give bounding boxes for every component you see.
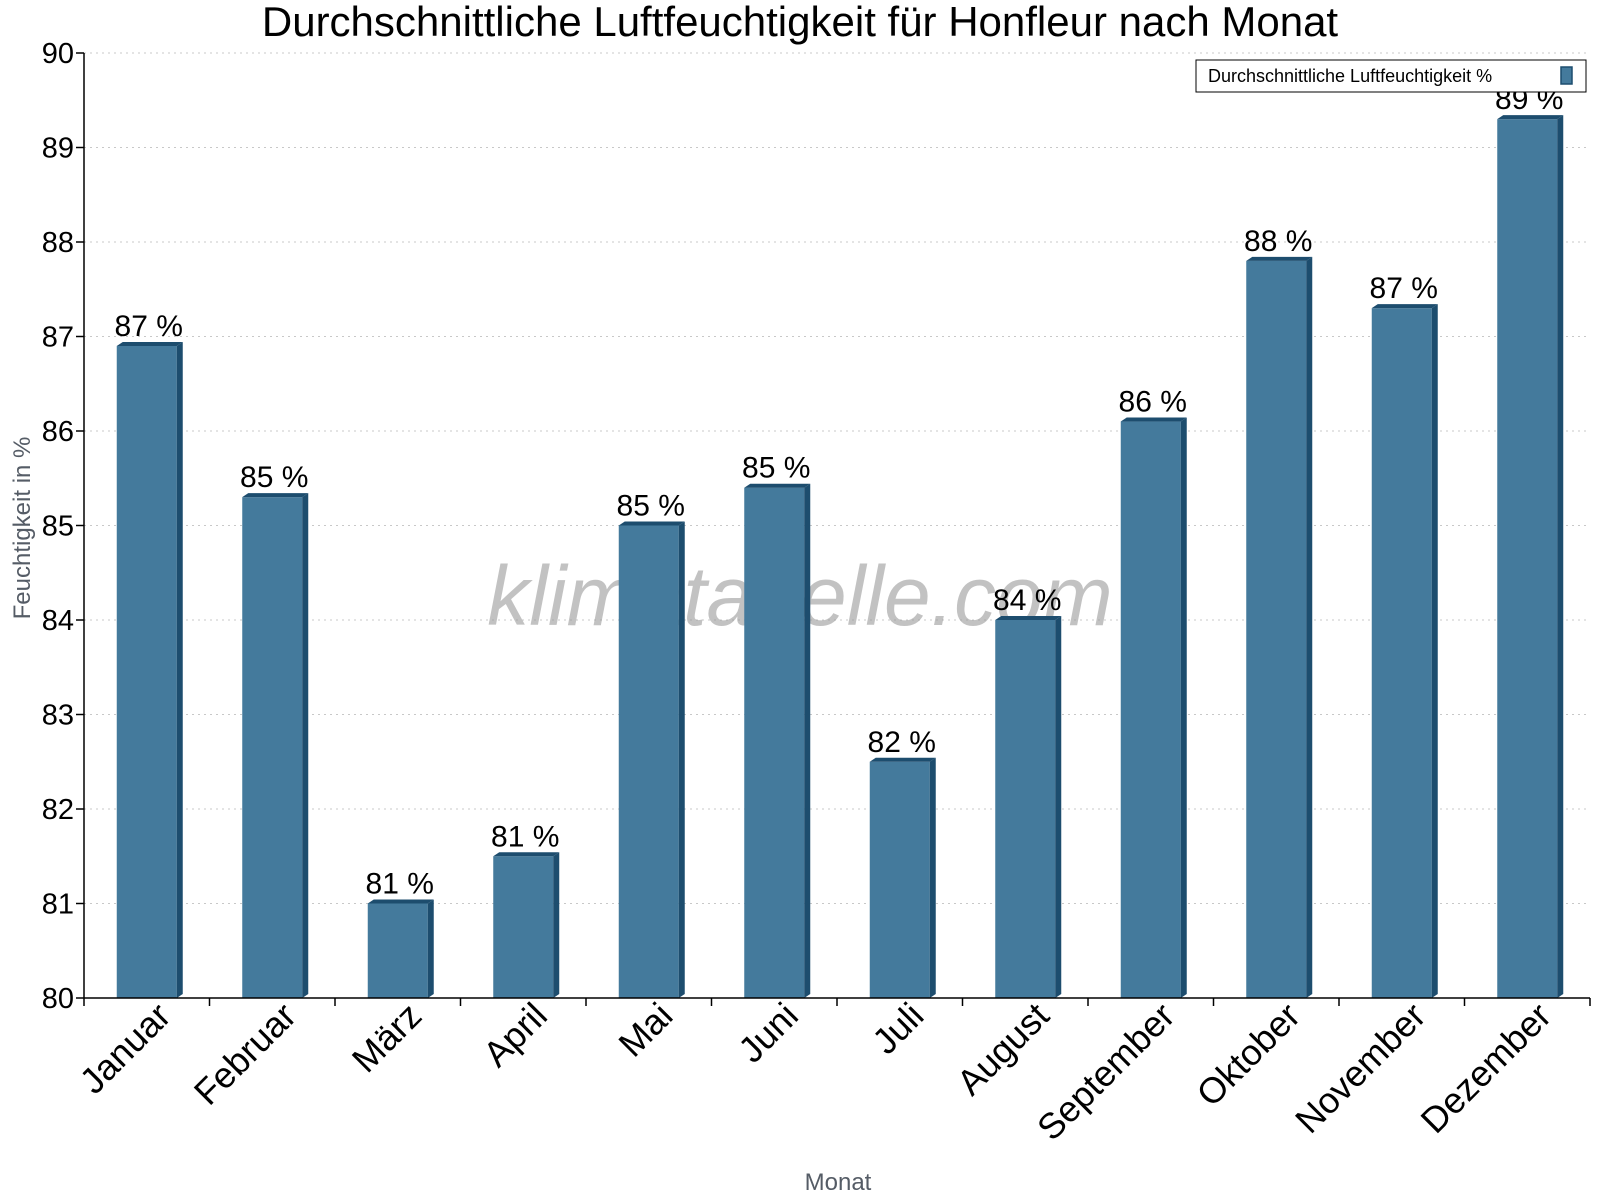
data-label: 81 % [491,820,559,853]
data-label: 85 % [617,490,685,523]
x-tick-label: August [949,995,1057,1103]
y-tick-label: 90 [42,38,74,70]
bar [242,497,303,998]
bar-top [1497,115,1564,120]
bar-top [493,852,560,857]
y-tick-label: 81 [42,889,74,921]
y-axis-title: Feuchtigkeit in % [9,437,36,620]
data-label: 87 % [115,310,183,343]
y-tick-label: 84 [42,605,74,637]
legend-swatch [1560,66,1573,85]
legend-label: Durchschnittliche Luftfeuchtigkeit % [1208,66,1492,86]
x-tick-label: November [1287,995,1433,1141]
x-tick-label: Januar [72,995,179,1102]
bar-side [302,493,309,998]
bar-side [176,341,183,998]
bar-top [995,616,1062,620]
x-tick-label: Juli [864,995,931,1062]
y-tick-label: 85 [42,511,74,543]
data-label: 88 % [1244,225,1312,258]
y-tick-label: 80 [42,983,74,1015]
data-label: 85 % [742,452,810,485]
bar-top [242,493,309,498]
legend-box [1195,59,1587,93]
bar-top [367,899,434,904]
data-label: 82 % [868,726,936,759]
data-label: 81 % [366,868,434,901]
data-label: 84 % [993,584,1061,617]
bar-side [1055,616,1062,998]
bar-top [1246,256,1313,261]
x-tick-label: Mai [610,995,680,1065]
data-label: 86 % [1119,386,1187,419]
bar [995,620,1056,998]
y-tick-label: 89 [42,133,74,165]
bar [1246,260,1307,998]
bar-top [744,483,811,488]
bar-side [678,521,685,998]
bar [367,903,428,998]
bar-top [618,521,685,526]
bar-side [1180,417,1187,998]
bar-top [869,757,936,762]
data-label: 87 % [1370,272,1438,305]
bar [869,761,930,998]
x-tick-label: April [475,995,555,1075]
bar [1120,421,1181,998]
bars [116,115,1564,998]
bar [744,487,805,998]
bar [116,345,177,998]
bar-side [427,899,434,998]
y-tick-label: 87 [42,322,74,354]
x-tick-label: September [1029,995,1183,1149]
legend: Durchschnittliche Luftfeuchtigkeit % [1195,59,1587,93]
bar-side [1431,304,1438,998]
bar-side [929,757,936,998]
y-tick-label: 82 [42,794,74,826]
x-tick-label: März [344,995,430,1081]
bar [1497,119,1558,998]
y-tick-label: 88 [42,227,74,259]
bar-side [553,852,560,998]
bar-side [804,483,811,998]
x-tick-label: Oktober [1188,995,1308,1115]
bar-side [1306,256,1313,998]
y-tick-label: 83 [42,700,74,732]
bar-top [1371,304,1438,309]
bar [618,525,679,998]
chart-title: Durchschnittliche Luftfeuchtigkeit für H… [262,0,1339,45]
x-tick-label: Februar [186,995,304,1113]
data-label: 85 % [240,461,308,494]
data-labels: 87 % 85 % 81 % 81 % 85 % 85 % 82 % 84 % 86 % 88 %… [115,83,1564,900]
bar [1371,308,1432,998]
x-tick-label: Dezember [1412,995,1558,1141]
bar [493,856,554,998]
bar-side [1557,115,1564,998]
x-tick-label: Juni [730,995,806,1071]
gridlines [84,52,1590,904]
bar-top [116,341,183,346]
x-axis-title: Monat [805,1169,872,1196]
y-tick-label: 86 [42,416,74,448]
bar-top [1120,417,1187,422]
